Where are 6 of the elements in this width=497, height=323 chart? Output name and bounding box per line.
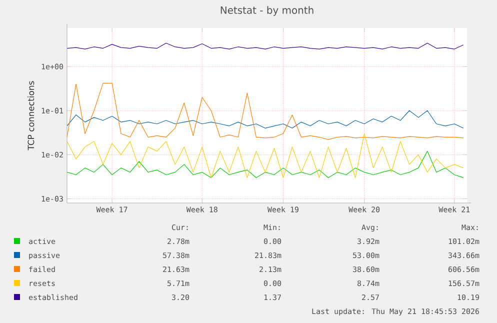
line-series bbox=[67, 150, 464, 178]
line-series bbox=[67, 133, 464, 178]
line-series bbox=[67, 110, 464, 128]
line-series bbox=[67, 82, 464, 140]
chart-title: Netstat - by month bbox=[220, 6, 314, 16]
y-axis-title: TCP connections bbox=[28, 81, 34, 150]
